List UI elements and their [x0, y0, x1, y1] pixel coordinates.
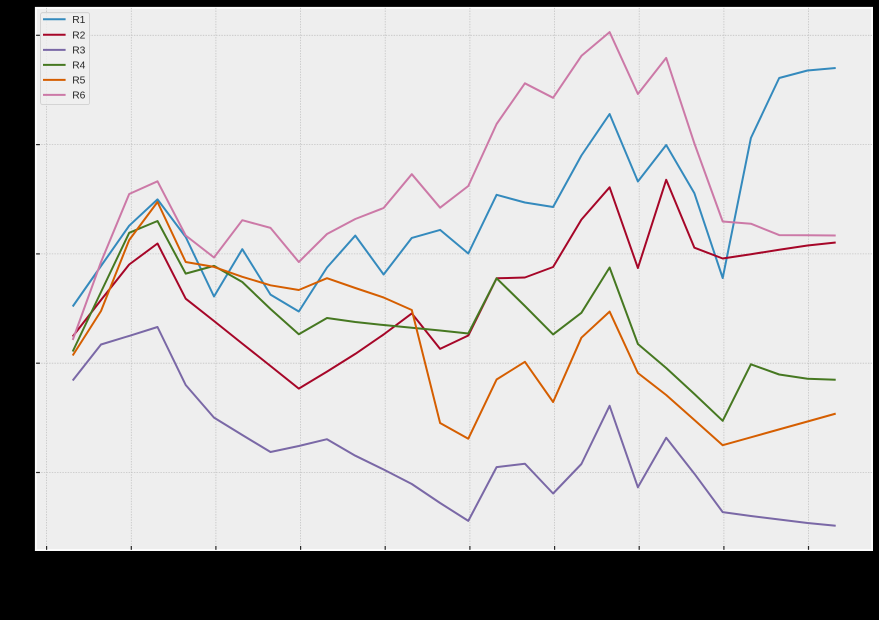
svg-text:R5: R5	[72, 76, 85, 87]
svg-text:R3: R3	[72, 46, 85, 57]
svg-text:R1: R1	[72, 15, 85, 26]
svg-text:R2: R2	[72, 30, 85, 41]
svg-text:R6: R6	[72, 91, 85, 102]
svg-text:R4: R4	[72, 61, 85, 72]
